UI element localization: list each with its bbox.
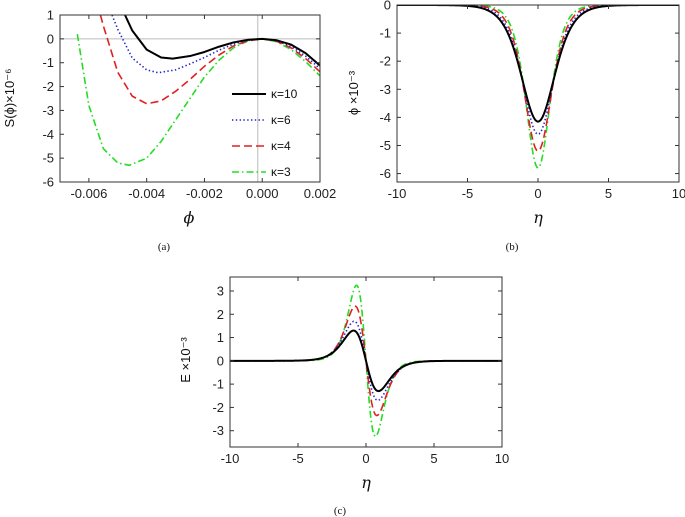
panel-a-caption: (a) [158, 241, 171, 253]
panel-b-ytick-label: -4 [379, 110, 391, 125]
panel-c-ytick-label: 1 [217, 330, 224, 345]
panel-c-yticks: -3 -2 -1 0 1 2 3 [212, 283, 502, 438]
panel-b-xtick-label: 0 [534, 186, 541, 201]
panel-b-ytick-label: -1 [379, 26, 391, 41]
legend-label-kappa-6: κ=6 [271, 113, 291, 127]
panel-b-xtick-label: -5 [462, 186, 474, 201]
panel-c-ytick-label: -1 [212, 377, 224, 392]
legend-label-kappa-10: κ=10 [271, 87, 298, 101]
panel-c-caption: (c) [334, 505, 347, 517]
panel-c-series-kappa-10 [230, 329, 502, 393]
panel-a-xlabel: ϕ [184, 208, 195, 227]
panel-a-ytick-label: -6 [42, 175, 54, 190]
panel-a-frame [59, 14, 321, 183]
panel-b-xtick-label: 5 [605, 186, 612, 201]
panel-b-ytick-label: -5 [379, 138, 391, 153]
panel-c-xtick-label: 10 [495, 451, 509, 466]
panel-a-series-kappa-3 [76, 33, 320, 167]
panel-a-legend: κ=10 κ=6 κ=4 κ=3 [232, 87, 298, 179]
panel-a-xticks: -0.006 -0.004 -0.002 0.000 0.002 [70, 15, 336, 201]
legend-label-kappa-4: κ=4 [271, 139, 291, 153]
panel-b-xticks: -10 -5 0 5 10 [388, 5, 685, 201]
panel-b-xlabel: η [533, 208, 543, 227]
panel-a-ytick-label: -4 [42, 127, 54, 142]
panel-b-series-kappa-4 [397, 5, 679, 152]
panel-a-xtick-label: 0.000 [246, 186, 279, 201]
panel-c-ytick-label: 3 [217, 283, 224, 298]
legend-label-kappa-3: κ=3 [271, 165, 291, 179]
panel-b-ytick-label: -2 [379, 54, 391, 69]
panel-a-ytick-label: 0 [47, 31, 54, 46]
panel-c-xtick-label: -5 [292, 451, 304, 466]
panel-c-ylabel: E ×10⁻³ [178, 337, 193, 383]
panel-b-xtick-label: 10 [672, 186, 685, 201]
panel-b-ytick-label: -6 [379, 166, 391, 181]
panel-b: -10 -5 0 5 10 -6-5-4-3-2-10 η ϕ ×10⁻³ (b) [346, 0, 685, 253]
panel-c-curves [230, 284, 502, 438]
panel-c-ytick-label: 0 [217, 353, 224, 368]
panel-a: -0.006 -0.004 -0.002 0.000 0.002 -6-5-4-3-2-… [2, 8, 336, 254]
panel-a-ytick-label: 1 [47, 8, 54, 23]
panel-a-ylabel: S(ϕ)×10⁻⁶ [2, 69, 17, 128]
panel-c-xlabel: η [361, 473, 371, 492]
panel-b-series-kappa-10 [397, 5, 679, 123]
panel-a-ytick-label: -3 [42, 103, 54, 118]
panel-a-curves [76, 15, 320, 167]
panel-b-yticks: -6 -5 -4 -3 -2 -1 0 [379, 0, 679, 181]
panel-b-series-kappa-3 [397, 5, 679, 169]
panel-c-ytick-label: 2 [217, 307, 224, 322]
panel-a-xtick-label: -0.006 [70, 186, 107, 201]
panel-a-ytick-label: -2 [42, 79, 54, 94]
panel-b-curves [397, 5, 679, 169]
panel-a-xtick-label: -0.002 [186, 186, 223, 201]
panel-c-xtick-label: -10 [221, 451, 240, 466]
panel-a-yticks: -6 -5 -4 -3 -2 -1 0 1 [42, 8, 320, 190]
panel-b-caption: (b) [506, 241, 519, 253]
panel-c-xticks: -10 -5 0 5 10 [221, 277, 509, 466]
panel-b-series-kappa-6 [397, 5, 679, 136]
panel-a-series-kappa-10 [124, 15, 320, 67]
panel-a-xtick-label: -0.004 [128, 186, 165, 201]
panel-a-xtick-label: 0.002 [304, 186, 337, 201]
panel-a-series-kappa-4 [99, 15, 320, 105]
panel-b-ytick-label: -3 [379, 82, 391, 97]
panel-b-ytick-label: 0 [384, 0, 391, 13]
panel-b-xtick-label: -10 [388, 186, 407, 201]
panel-c-ytick-label: -2 [212, 400, 224, 415]
panel-c-xtick-label: 0 [362, 451, 369, 466]
panel-c-ytick-label: -3 [212, 423, 224, 438]
panel-a-ytick-label: -1 [42, 55, 54, 70]
panel-c-xtick-label: 5 [430, 451, 437, 466]
panel-b-frame [396, 4, 680, 183]
panel-b-ylabel: ϕ ×10⁻³ [346, 70, 361, 115]
panel-a-ytick-label: -5 [42, 151, 54, 166]
